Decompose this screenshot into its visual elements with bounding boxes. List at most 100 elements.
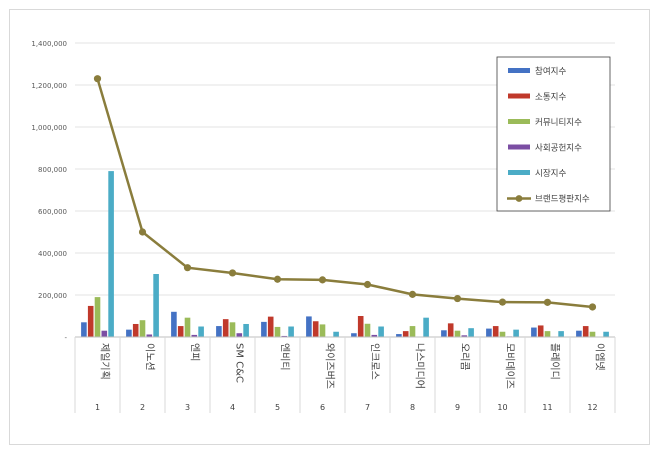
bar — [184, 317, 191, 337]
bar — [513, 329, 519, 337]
bar — [531, 327, 537, 337]
bar — [468, 328, 474, 337]
bar — [537, 325, 544, 337]
bar — [603, 331, 609, 337]
legend-swatch — [508, 144, 530, 150]
bar — [177, 326, 184, 337]
series-point — [498, 298, 507, 306]
bar — [409, 326, 416, 337]
bar — [216, 326, 222, 337]
bar — [306, 316, 312, 337]
y-tick-label: 600,000 — [38, 208, 67, 216]
category-label: 와이즈버즈 — [324, 343, 336, 389]
legend-swatch — [508, 93, 530, 99]
bar — [236, 333, 243, 337]
bar — [364, 323, 371, 337]
legend-swatch — [508, 119, 530, 124]
legend-label: 시장지수 — [535, 168, 566, 179]
series-point — [543, 298, 552, 306]
category-rank-label: 4 — [230, 403, 235, 412]
y-tick-label: 400,000 — [38, 250, 67, 258]
bar — [132, 323, 139, 337]
bar — [333, 331, 339, 337]
bar — [108, 171, 114, 337]
category-rank-label: 12 — [587, 403, 597, 412]
y-tick-label: 1,400,000 — [31, 40, 67, 48]
bar — [371, 334, 378, 337]
bar — [288, 326, 294, 337]
category-rank-label: 6 — [320, 403, 325, 412]
category-rank-label: 5 — [275, 403, 280, 412]
y-tick-label: 200,000 — [38, 292, 67, 300]
bar — [312, 321, 319, 337]
bar — [447, 323, 454, 337]
bar — [126, 329, 132, 337]
category-rank-label: 1 — [95, 403, 100, 412]
bar — [589, 331, 596, 337]
legend-label: 참여지수 — [535, 66, 566, 77]
category-label: 나스미디어 — [414, 343, 426, 389]
bar — [198, 326, 204, 337]
bar — [146, 334, 153, 337]
y-tick-label: - — [64, 334, 67, 342]
bar — [191, 334, 198, 337]
bar — [492, 326, 499, 337]
legend-label: 사회공헌지수 — [535, 144, 582, 154]
bar — [582, 326, 589, 337]
bar — [441, 330, 447, 337]
bar — [378, 326, 384, 337]
bar — [101, 330, 108, 337]
category-label: 이노션 — [144, 343, 156, 371]
bar — [454, 330, 461, 337]
category-label: 이엠넷 — [594, 343, 606, 371]
series-point — [588, 303, 597, 311]
bar — [243, 323, 249, 337]
legend-label: 커뮤니티지수 — [535, 117, 582, 128]
legend-label: 소통지수 — [535, 93, 566, 103]
category-rank-label: 8 — [410, 403, 415, 412]
category-label: 엔피 — [189, 343, 201, 361]
legend-swatch — [508, 68, 530, 73]
bar — [222, 319, 229, 337]
bar — [171, 311, 177, 337]
bar — [402, 331, 409, 337]
category-label: 엔비티 — [279, 343, 291, 371]
bar — [499, 331, 506, 337]
category-rank-label: 9 — [455, 403, 460, 412]
category-rank-label: 3 — [185, 403, 190, 412]
bar — [351, 333, 357, 337]
series-point — [228, 269, 237, 277]
x-axis: 제일기획 1 이노션 2 엔피 3 SM C&C 4 엔비티 5 와이즈버즈 6 인크로스 7 나스미디어 8… — [74, 336, 616, 413]
bar — [229, 322, 236, 337]
bar — [274, 326, 281, 337]
bar — [319, 324, 326, 337]
category-rank-label: 10 — [497, 403, 507, 412]
bar — [396, 334, 402, 337]
legend-point-swatch — [515, 195, 523, 202]
category-label: SM C&C — [234, 343, 245, 383]
series-point — [138, 228, 147, 236]
bar — [281, 335, 288, 337]
bar — [267, 316, 274, 337]
legend-label: 브랜드평판지수 — [535, 194, 590, 205]
series-point — [318, 276, 327, 284]
y-axis-ticks: - 200,000 400,000 600,000 800,000 1,000,000 1,… — [31, 40, 67, 342]
bar — [153, 274, 159, 337]
bar — [544, 331, 551, 337]
bar — [81, 322, 87, 337]
category-label: 제일기획 — [99, 343, 111, 380]
bar — [261, 321, 267, 337]
bar — [94, 297, 101, 337]
bar — [357, 316, 364, 337]
category-label: 인크로스 — [369, 343, 381, 380]
bars — [81, 171, 609, 337]
category-label: 모비데이즈 — [504, 343, 516, 389]
series-point — [183, 264, 192, 272]
bar — [576, 330, 582, 337]
legend-swatch — [508, 170, 530, 175]
category-rank-label: 2 — [140, 403, 145, 412]
category-rank-label: 7 — [365, 403, 370, 412]
y-tick-label: 1,000,000 — [31, 124, 67, 132]
bar — [139, 320, 146, 337]
